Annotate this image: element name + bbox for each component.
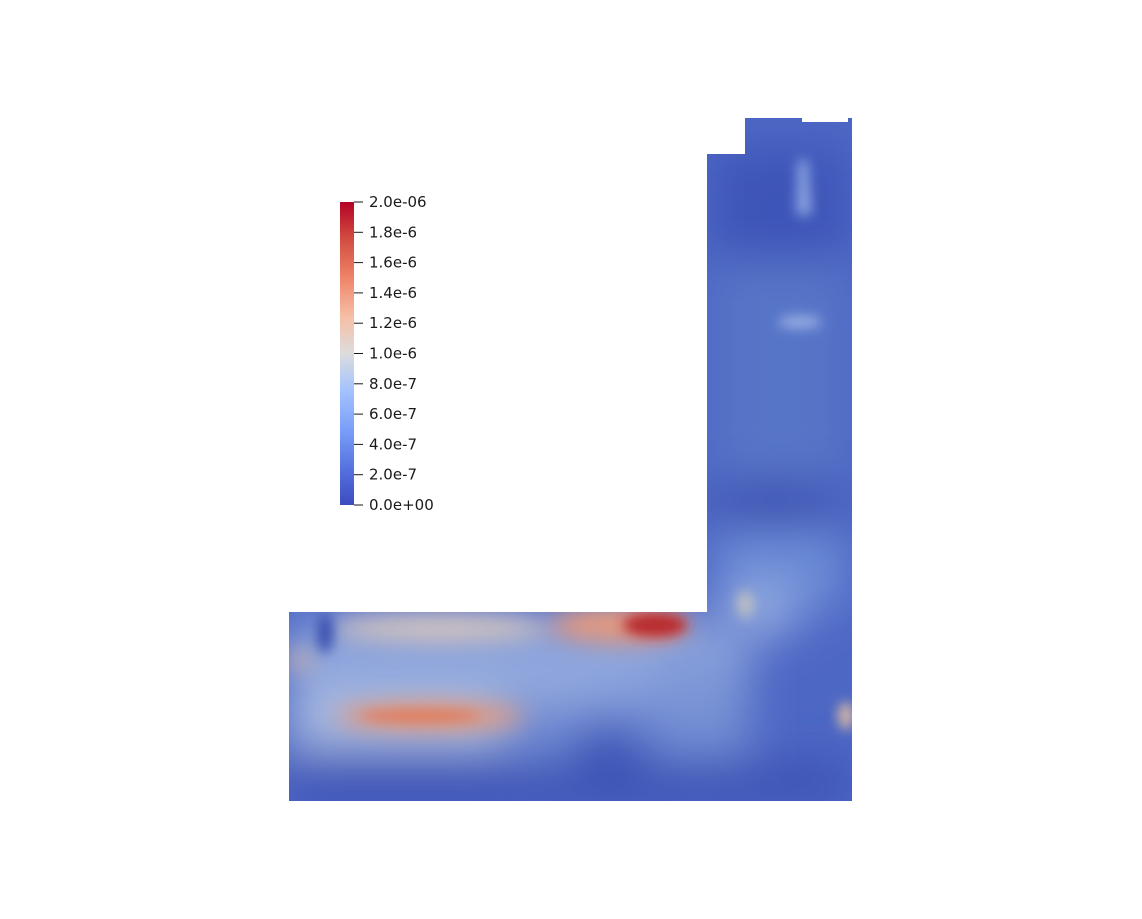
colorbar-tick-label: 1.2e-6 bbox=[369, 314, 417, 332]
colorbar-tick-label: 1.8e-6 bbox=[369, 223, 417, 241]
colorbar-tick-label: 1.6e-6 bbox=[369, 254, 417, 272]
colorbar-tick-label: 1.0e-6 bbox=[369, 345, 417, 363]
colorbar-tick-label: 6.0e-7 bbox=[369, 405, 417, 423]
colorbar-tick-label: 2.0e-7 bbox=[369, 466, 417, 484]
colorbar-tick-label: 4.0e-7 bbox=[369, 435, 417, 453]
scalar-field-domain bbox=[289, 118, 852, 801]
colorbar-tick-label: 1.4e-6 bbox=[369, 284, 417, 302]
colorbar-tick-label: 8.0e-7 bbox=[369, 375, 417, 393]
colorbar-gradient bbox=[340, 202, 354, 505]
colorbar-tick-label: 0.0e+00 bbox=[369, 496, 434, 514]
color-legend: 2.0e-06 1.8e-6 1.6e-6 1.4e-6 1.2e-6 1.0e-6 8.0… bbox=[340, 193, 434, 514]
colorbar-ticks: 2.0e-06 1.8e-6 1.6e-6 1.4e-6 1.2e-6 1.0e-6 8.0… bbox=[354, 193, 434, 514]
colorbar-tick-label: 2.0e-06 bbox=[369, 193, 427, 211]
